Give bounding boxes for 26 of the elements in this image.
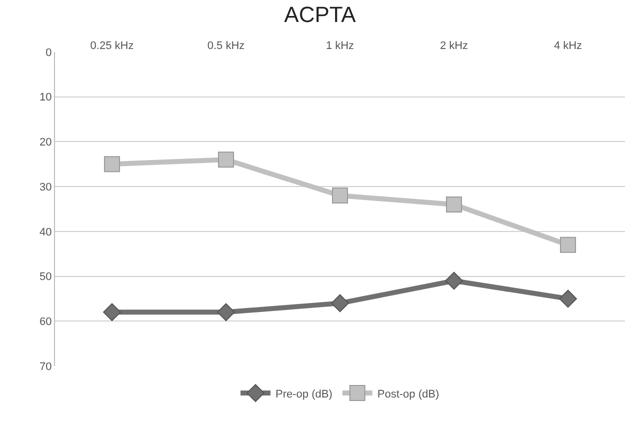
legend-label: Post-op (dB): [377, 388, 440, 400]
x-tick-label: 0.25 kHz: [90, 40, 134, 52]
x-tick-label: 4 kHz: [554, 40, 582, 52]
y-tick-label: 70: [40, 360, 52, 373]
x-tick-label: 2 kHz: [440, 40, 468, 52]
y-tick-label: 30: [40, 181, 52, 194]
point: [217, 303, 235, 322]
point: [559, 290, 577, 308]
point: [445, 272, 463, 290]
point: [218, 152, 234, 168]
y-tick-label: 0: [46, 46, 52, 59]
point: [103, 303, 121, 322]
y-tick-label: 20: [40, 136, 52, 149]
y-tick-label: 60: [40, 316, 52, 328]
legend-label: Pre-op (dB): [276, 388, 332, 400]
y-tick-label: 50: [40, 271, 52, 284]
point: [560, 236, 576, 253]
y-tick-label: 40: [40, 226, 52, 238]
chart-title: ACPTA: [284, 2, 356, 27]
y-tick-label: 10: [40, 92, 52, 104]
x-tick-label: 1 kHz: [326, 40, 354, 52]
point: [331, 294, 349, 312]
point: [446, 196, 462, 213]
x-tick-label: 0.5 kHz: [207, 40, 245, 52]
point: [104, 156, 120, 172]
point: [332, 188, 348, 204]
